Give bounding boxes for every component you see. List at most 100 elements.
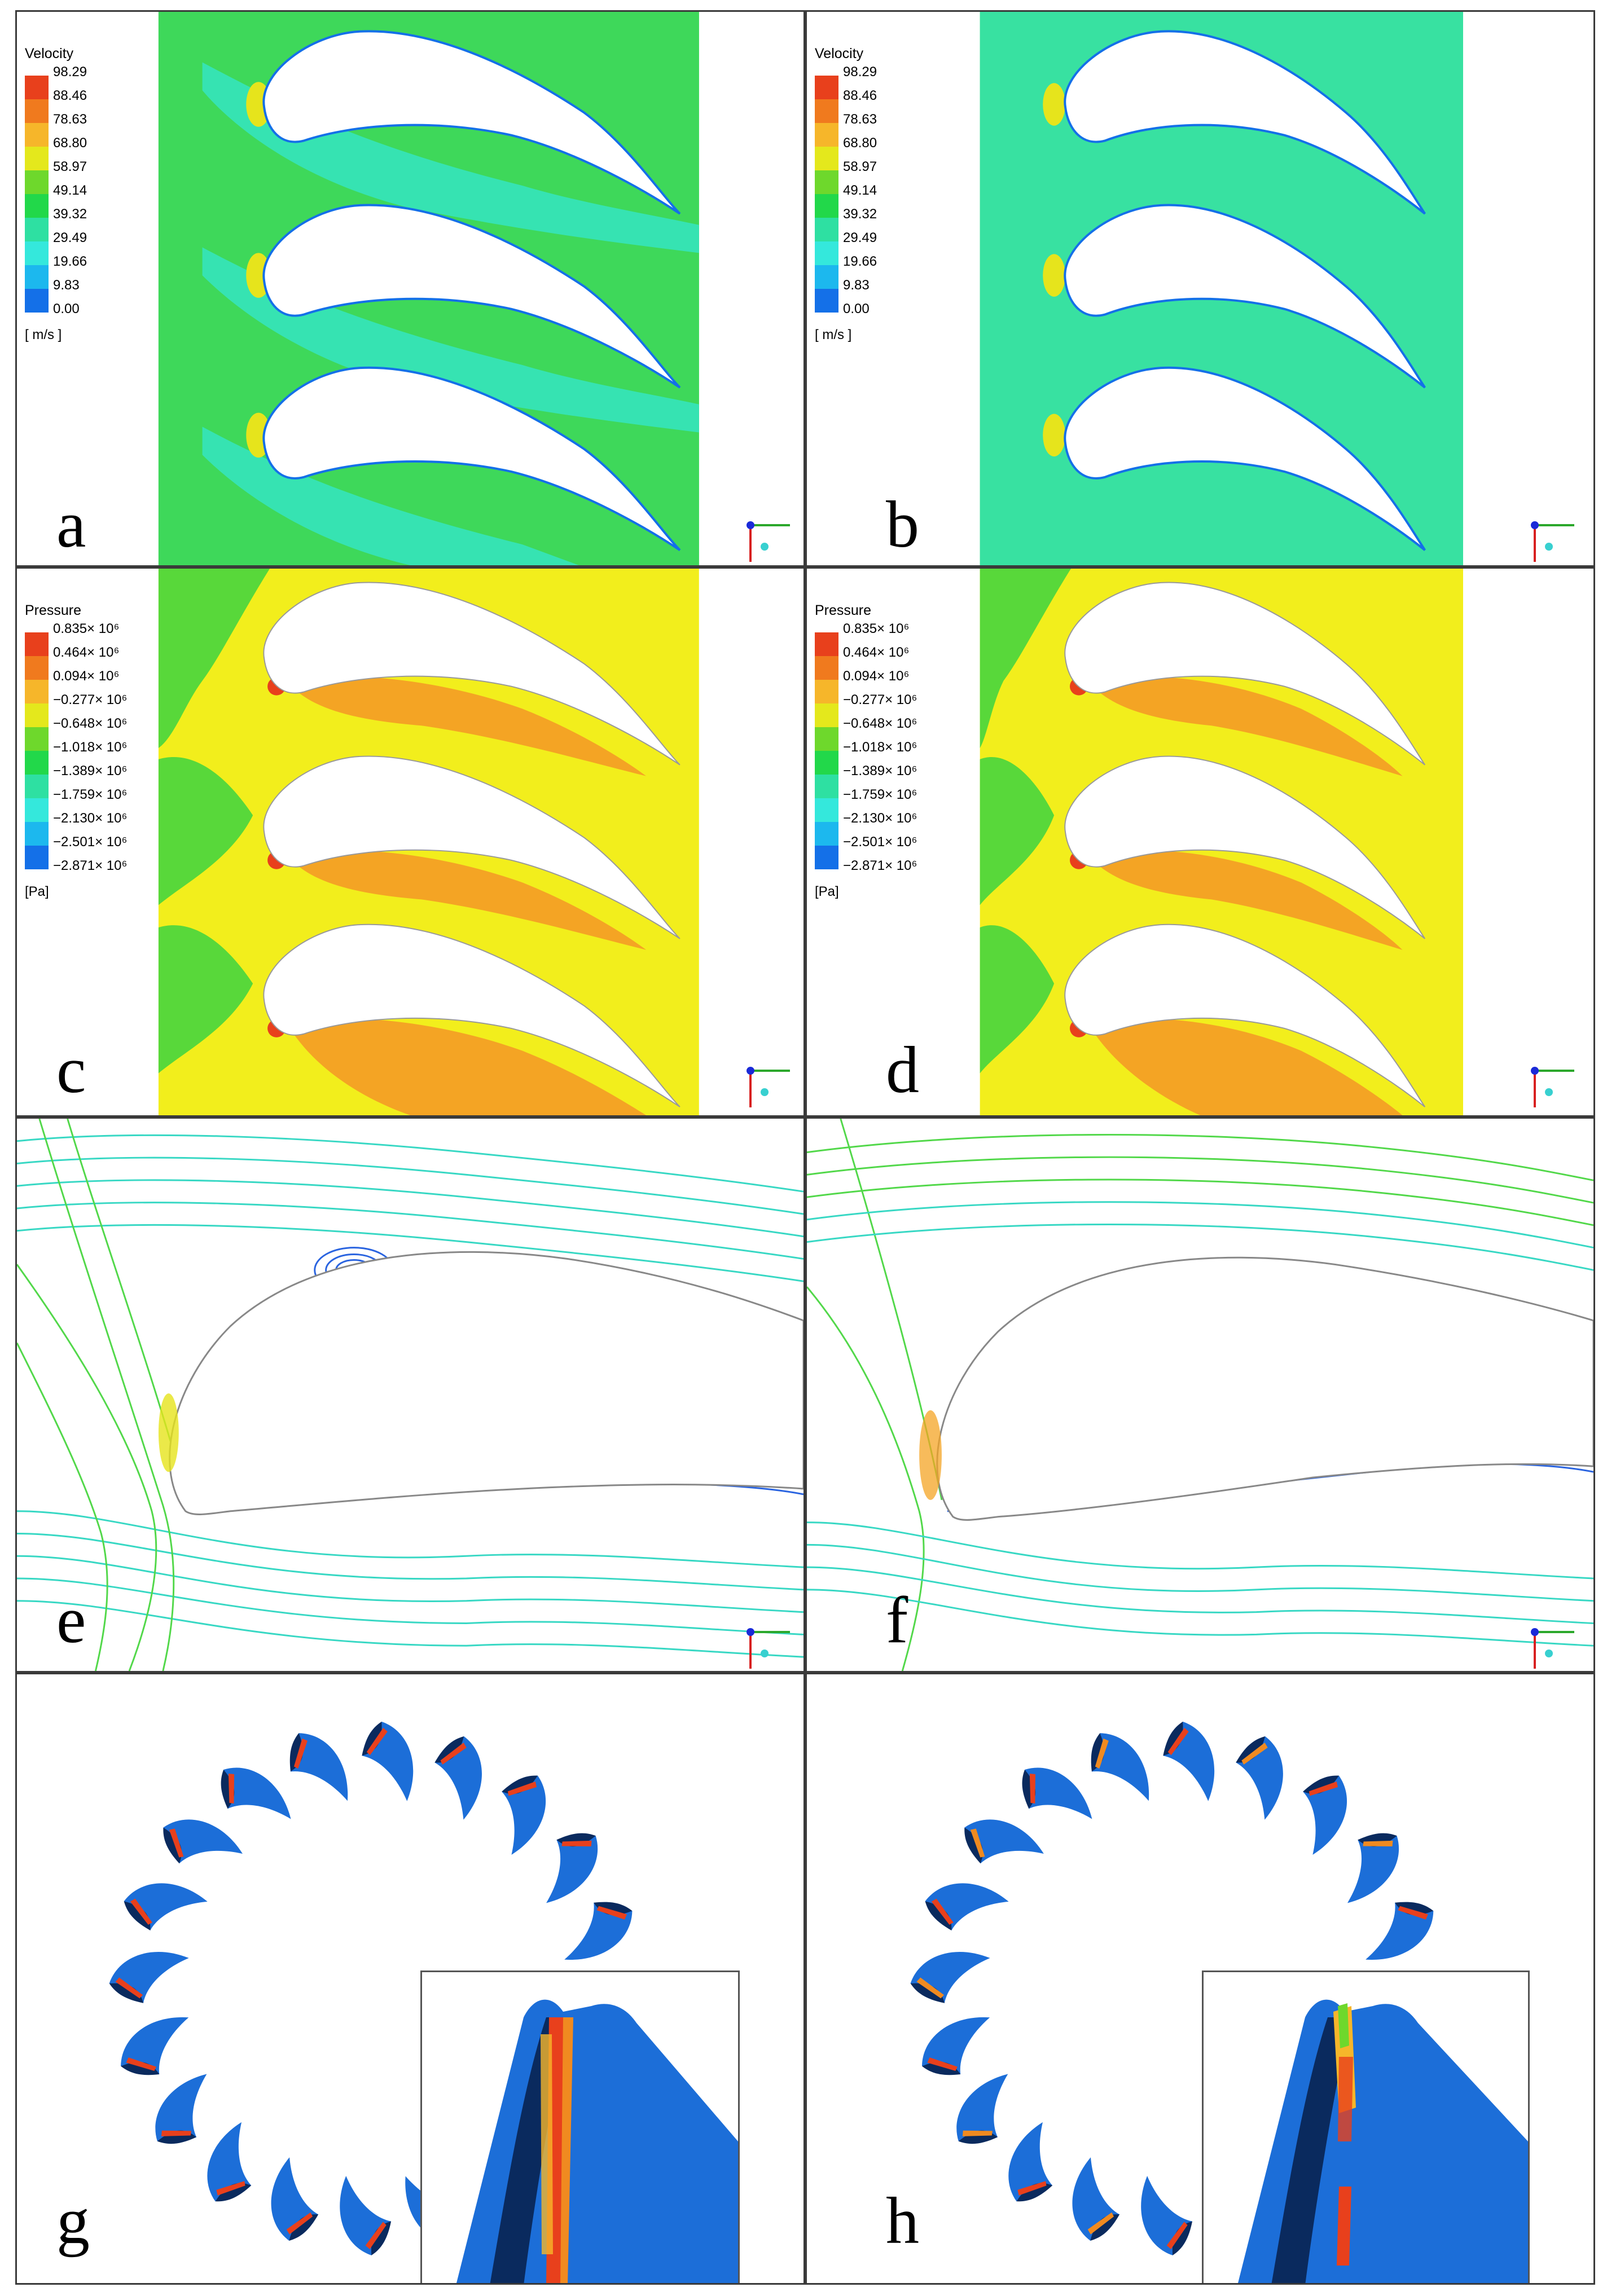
legend-row: 9.83: [815, 278, 870, 313]
legend-label: 0.094× 10⁶: [843, 668, 910, 684]
legend-row: 0.094× 10⁶: [815, 668, 909, 703]
legend-label: −1.018× 10⁶: [843, 740, 917, 755]
legend-row: −2.871× 10⁶: [815, 858, 917, 882]
legend-row: 78.63: [25, 112, 87, 147]
legend-row: 98.29: [25, 64, 87, 99]
legend-label: 0.835× 10⁶: [53, 621, 120, 636]
legend-swatch: [25, 218, 49, 241]
panel-h-blade-ring: h: [805, 1673, 1595, 2285]
ansys-watermark: ANSYS: [709, 1130, 787, 1155]
legend-row: 88.46: [25, 88, 87, 123]
blade: [109, 1951, 189, 2003]
legend-label: −1.389× 10⁶: [843, 763, 917, 778]
legend-label: 9.83: [843, 278, 870, 293]
legend-row: −1.759× 10⁶: [25, 787, 127, 822]
blade: [964, 1819, 1044, 1864]
legend-label: −1.759× 10⁶: [53, 787, 128, 802]
legend-swatch: [815, 289, 838, 313]
legend-row: 0.094× 10⁶: [25, 668, 119, 703]
legend-swatch: [25, 703, 49, 727]
legend-label: 0.00: [843, 301, 870, 316]
blade: [289, 1733, 348, 1801]
pressure-contour-field: [980, 569, 1463, 1115]
legend-row: 0.464× 10⁶: [815, 645, 909, 680]
legend-label: −0.648× 10⁶: [53, 716, 128, 731]
legend-row: −0.277× 10⁶: [815, 692, 917, 727]
blade: [155, 2074, 207, 2144]
blade: [163, 1819, 243, 1864]
panel-e-streamlines: ANSYS e: [15, 1117, 805, 1673]
blade: [1091, 1733, 1149, 1801]
legend-row: 39.32: [25, 206, 87, 241]
pressure-legend: Pressure 0.835× 10⁶ 0.464× 10⁶ 0.094× 10⁶ −…: [25, 602, 127, 900]
legend-swatch: [815, 751, 838, 775]
legend-swatch: [25, 194, 49, 218]
blade: [207, 2122, 252, 2202]
legend-row: −2.130× 10⁶: [25, 811, 127, 846]
legend-swatch: [25, 99, 49, 123]
legend-label: 0.00: [53, 301, 80, 316]
legend-swatch: [815, 170, 838, 194]
legend-unit: [Pa]: [815, 884, 839, 899]
legend-swatch: [25, 727, 49, 751]
legend-label: 39.32: [843, 206, 877, 222]
legend-row: 58.97: [815, 159, 877, 194]
legend-row: 49.14: [25, 183, 87, 218]
legend-label: 9.83: [53, 278, 80, 293]
axis-triad-icon: [747, 1067, 790, 1107]
blade: [1141, 2176, 1193, 2255]
legend-swatch: [25, 170, 49, 194]
legend-swatch: [815, 775, 838, 798]
legend-swatch: [815, 632, 838, 656]
legend-label: 58.97: [843, 159, 877, 174]
legend-label: 88.46: [843, 88, 877, 103]
blade: [1236, 1736, 1283, 1820]
legend-row: 39.32: [815, 206, 877, 241]
legend-row: −2.501× 10⁶: [25, 834, 127, 869]
legend-swatch: [25, 751, 49, 775]
legend-rows: 98.29 88.46 78.63 68.80 58.97 49.14 39.32 29.49…: [815, 64, 877, 325]
zoom-inset: [1202, 1970, 1530, 2283]
zoom-inset: [420, 1970, 740, 2283]
legend-label: 68.80: [53, 135, 87, 151]
legend-swatch: [25, 822, 49, 846]
legend-swatch: [815, 798, 838, 822]
axis-triad-icon: [1531, 521, 1574, 562]
legend-swatch: [815, 727, 838, 751]
legend-swatch: [25, 632, 49, 656]
legend-label: 0.464× 10⁶: [53, 645, 120, 660]
legend-row: −0.648× 10⁶: [25, 716, 127, 751]
legend-swatch: [815, 76, 838, 99]
legend-label: 98.29: [53, 64, 87, 80]
blade: [362, 1721, 414, 1801]
blade: [1163, 1721, 1215, 1801]
legend-row: 98.29: [815, 64, 877, 99]
legend-swatch: [815, 218, 838, 241]
blade: [546, 1833, 598, 1903]
panel-a-velocity: Velocity 98.29 88.46 78.63 68.80 58.97 49.14 3…: [15, 10, 805, 567]
panel-letter: a: [56, 487, 86, 561]
legend-row: 19.66: [815, 254, 877, 289]
legend-label: −0.277× 10⁶: [843, 692, 917, 707]
legend-swatch: [815, 703, 838, 727]
legend-row: 88.46: [815, 88, 877, 123]
legend-row: −1.018× 10⁶: [815, 740, 917, 775]
blade: [340, 2176, 392, 2255]
legend-row: 68.80: [25, 135, 87, 170]
legend-row: −2.501× 10⁶: [815, 834, 917, 869]
blade: [221, 1767, 291, 1819]
blade-zoom-render: [1238, 1999, 1528, 2283]
legend-label: −1.389× 10⁶: [53, 763, 128, 778]
legend-label: 98.29: [843, 64, 877, 80]
legend-row: −1.759× 10⁶: [815, 787, 917, 822]
velocity-contour-field: [158, 12, 699, 565]
panel-letter: d: [886, 1033, 919, 1107]
ansys-watermark: ANSYS: [1499, 1130, 1577, 1155]
blade: [1008, 2122, 1053, 2202]
blade: [434, 1736, 482, 1820]
legend-label: −2.501× 10⁶: [843, 834, 917, 850]
legend-row: 9.83: [25, 278, 80, 313]
blade: [564, 1902, 633, 1960]
legend-row: 29.49: [815, 230, 877, 265]
panel-b-velocity: Velocity 98.29 88.46 78.63 68.80 58.97 49.14 3…: [805, 10, 1595, 567]
